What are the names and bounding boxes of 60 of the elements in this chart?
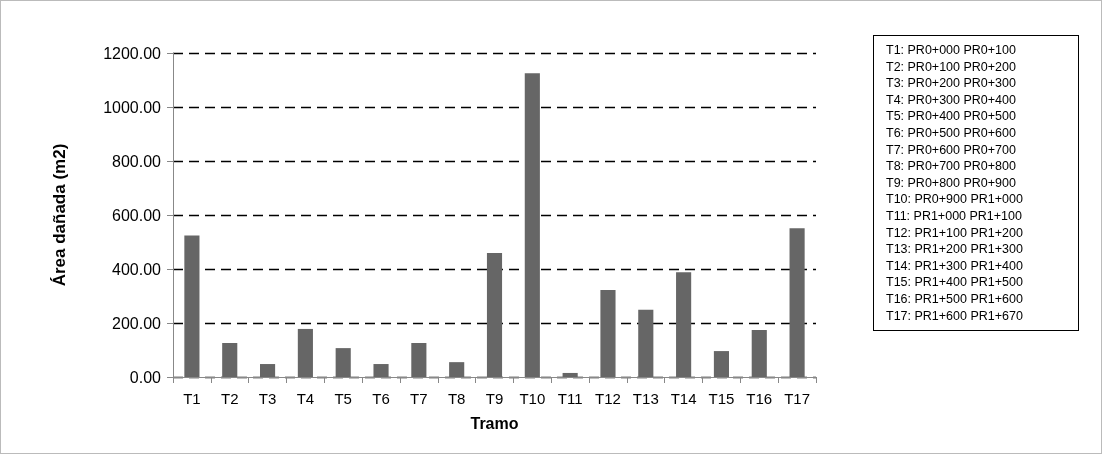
x-tick-label: T7 <box>410 390 428 407</box>
text: T1: PR0+000 PR0+100 <box>885 42 1017 59</box>
x-tick-label: T11 <box>557 390 583 407</box>
bar <box>638 309 654 377</box>
x-tick-label: T3 <box>258 390 277 407</box>
x-tick-label: T2 <box>220 390 239 407</box>
x-tick-label: T8 <box>447 390 466 407</box>
x-tick-label: T13 <box>632 390 659 407</box>
text: T4: PR0+300 PR0+400 <box>885 91 1017 109</box>
text: T3: PR0+200 PR0+300 <box>885 75 1017 92</box>
bar <box>789 228 805 377</box>
bar <box>222 342 238 377</box>
bar <box>751 330 767 377</box>
bar <box>562 372 578 377</box>
x-tick-label: T9 <box>485 390 504 407</box>
bar <box>184 235 200 377</box>
text: T13: PR1+200 PR1+300 <box>885 241 1024 258</box>
text: T17: PR1+600 PR1+670 <box>885 307 1024 325</box>
x-tick-label: T12 <box>595 390 621 407</box>
y-tick-label: 200.00 <box>112 314 162 332</box>
x-tick-label: T10 <box>519 390 546 407</box>
text: T12: PR1+100 PR1+200 <box>885 224 1024 242</box>
x-tick-label: T5 <box>334 390 352 407</box>
y-tick-label: 1200.00 <box>103 44 162 62</box>
text: T5: PR0+400 PR0+500 <box>885 108 1017 125</box>
x-tick-label: T17 <box>784 390 811 407</box>
text: T8: PR0+700 PR0+800 <box>885 158 1017 175</box>
text: T9: PR0+800 PR0+900 <box>885 174 1017 192</box>
text: T14: PR1+300 PR1+400 <box>885 257 1024 275</box>
text: T7: PR0+600 PR0+700 <box>885 141 1017 159</box>
bar <box>259 364 276 377</box>
x-tick-label: T16 <box>746 390 773 407</box>
bar <box>297 328 313 377</box>
text: T16: PR1+500 PR1+600 <box>885 290 1024 308</box>
y-tick-label: 600.00 <box>112 206 162 224</box>
bar <box>335 348 351 377</box>
bar <box>486 253 503 377</box>
x-axis-title: Tramo <box>470 414 519 432</box>
bar <box>676 272 692 377</box>
bar <box>713 351 730 377</box>
text: T15: PR1+400 PR1+500 <box>885 274 1024 291</box>
y-tick-label: 0.00 <box>129 368 162 386</box>
x-tick-label: T14 <box>670 390 697 407</box>
x-tick-label: T1 <box>183 390 201 407</box>
bar <box>373 364 389 377</box>
text: T2: PR0+100 PR0+200 <box>885 58 1017 76</box>
x-tick-label: T6 <box>372 390 390 407</box>
x-tick-label: T15 <box>708 390 735 407</box>
bar <box>449 362 465 377</box>
text: T10: PR0+900 PR1+000 <box>885 191 1024 208</box>
x-tick-label: T4 <box>296 390 315 407</box>
bar <box>524 73 540 377</box>
y-tick-label: 400.00 <box>112 260 162 278</box>
bar <box>600 290 616 377</box>
bar <box>411 342 427 377</box>
text: T6: PR0+500 PR0+600 <box>885 124 1017 142</box>
text: T11: PR1+000 PR1+100 <box>885 207 1023 225</box>
y-tick-label: 800.00 <box>112 152 162 170</box>
y-axis-title: Área dañada (m2) <box>50 143 69 287</box>
y-tick-label: 1000.00 <box>103 98 162 116</box>
